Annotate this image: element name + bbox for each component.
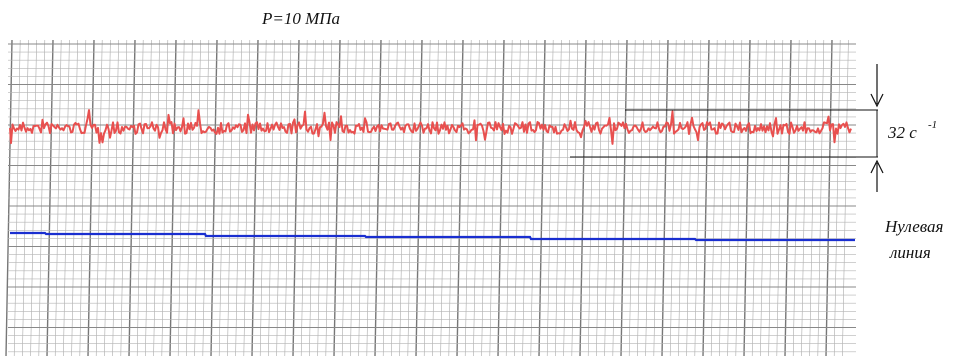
amplitude-exponent: -1 bbox=[928, 119, 937, 131]
zero-line-label-1: Нулевая bbox=[884, 217, 944, 236]
signal-trace bbox=[10, 110, 851, 144]
amplitude-label: 32 с bbox=[887, 123, 917, 142]
zero-line-label-2: линия bbox=[889, 243, 931, 262]
pressure-label: P=10 МПа bbox=[261, 9, 340, 28]
page: P=10 МПа 32 с -1 Нулевая линия (() => { … bbox=[0, 0, 970, 356]
recorder-chart: P=10 МПа 32 с -1 Нулевая линия bbox=[0, 0, 970, 356]
chart-paper-grid bbox=[6, 40, 856, 356]
zero-line bbox=[10, 233, 855, 240]
